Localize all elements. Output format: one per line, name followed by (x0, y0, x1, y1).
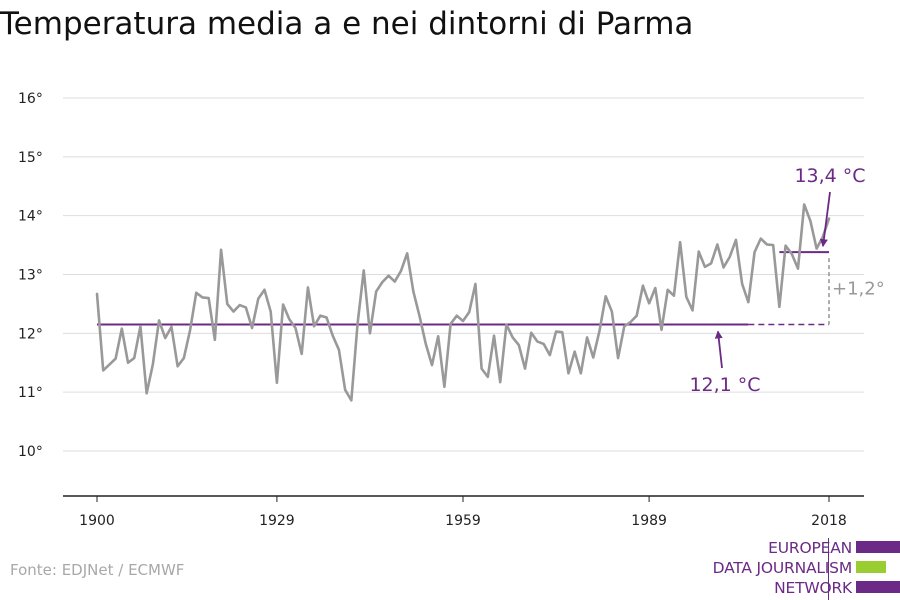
reference-lines (97, 251, 829, 326)
y-tick-label-16: 16° (18, 91, 43, 107)
logo-bar-purple-bottom (856, 581, 900, 593)
x-tick-label-1929: 1929 (259, 513, 295, 529)
edjnet-logo: EUROPEAN DATA JOURNALISM NETWORK (680, 538, 900, 600)
x-tick-label-1989: 1989 (631, 513, 667, 529)
label-recent-mean: 13,4 °C (794, 165, 865, 187)
y-tick-labels: 10° 11° 12° 13° 14° 15° 16° (18, 91, 43, 460)
logo-line-european: EUROPEAN (768, 539, 852, 557)
annotations: +1,2° 13,4 °C 12,1 °C (689, 165, 884, 396)
temperature-series-line (95, 203, 831, 402)
y-tick-label-10: 10° (18, 444, 43, 460)
x-tick-label-1959: 1959 (445, 513, 481, 529)
y-tick-label-11: 11° (18, 385, 43, 401)
y-tick-label-13: 13° (18, 268, 43, 284)
y-tick-label-12: 12° (18, 326, 43, 342)
source-credit: Fonte: EDJNet / ECMWF (10, 561, 185, 579)
x-tick-label-1900: 1900 (79, 513, 115, 529)
series-layer (95, 203, 831, 402)
logo-bar-green (856, 561, 886, 573)
logo-line-data-journalism: DATA JOURNALISM (712, 559, 853, 577)
arrow-baseline-mean (714, 330, 723, 369)
y-tick-label-14: 14° (18, 209, 43, 225)
label-baseline-mean: 12,1 °C (689, 374, 760, 396)
chart-title: Temperatura media a e nei dintorni di Pa… (0, 6, 694, 42)
arrow-recent-mean (819, 191, 831, 248)
logo-bar-purple-top (856, 541, 900, 553)
x-axis: 1900 1929 1959 1989 2018 (63, 495, 864, 529)
y-tick-label-15: 15° (18, 150, 43, 166)
difference-label: +1,2° (832, 278, 885, 299)
logo-divider (828, 538, 829, 600)
grid-lines (63, 97, 864, 452)
logo-line-network: NETWORK (774, 579, 852, 597)
x-tick-label-2018: 2018 (811, 513, 847, 529)
